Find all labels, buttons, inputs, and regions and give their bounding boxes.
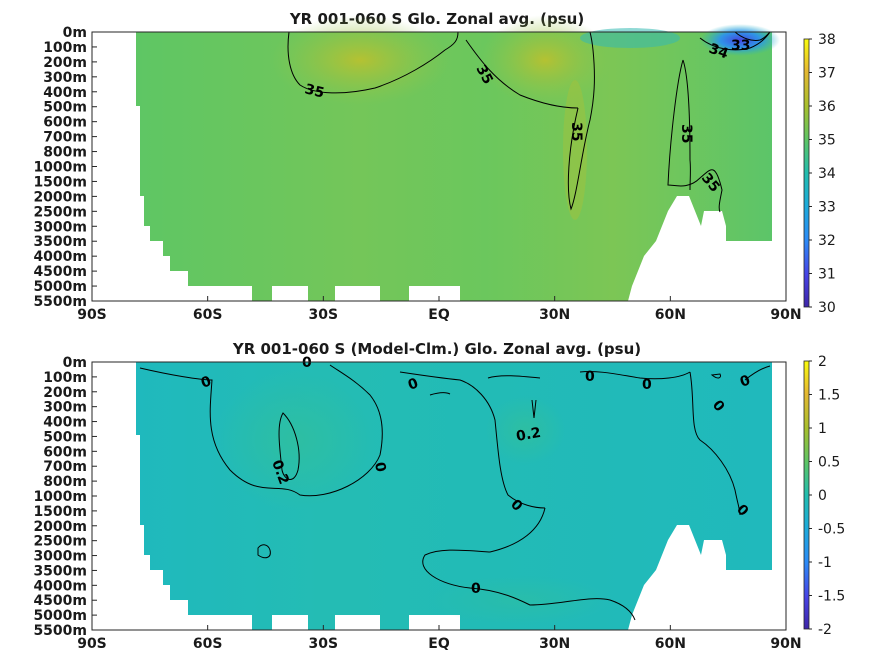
contour-label: 0.2 [515, 425, 542, 445]
y-tick-label: 0m [63, 355, 87, 371]
panel-top-field [136, 15, 780, 301]
panel-top-x-axis: 90S 60S 30S EQ 30N 60N 90N [77, 296, 802, 323]
y-tick-label: 500m [43, 100, 87, 116]
contour-label: 0 [585, 369, 595, 385]
y-tick-label: 3500m [33, 563, 87, 579]
y-tick-label: 4000m [33, 249, 87, 265]
contour-label: 34 [707, 41, 731, 63]
y-tick-label: 300m [43, 400, 87, 416]
colorbar-tick-label: 1 [818, 421, 827, 437]
x-tick-label: 30N [539, 636, 570, 652]
y-tick-label: 1000m [33, 489, 87, 505]
contour-label: 0 [302, 355, 312, 371]
colorbar-tick-label: 35 [818, 133, 836, 149]
y-tick-label: 800m [43, 474, 87, 490]
panel-top-contour-labels: 35 35 35 35 35 34 33 [303, 38, 750, 195]
y-tick-label: 400m [43, 85, 87, 101]
contour-label: 35 [568, 122, 584, 141]
panel-top-contours [287, 31, 771, 213]
panel-bottom-x-axis: 90S 60S 30S EQ 30N 60N 90N [77, 625, 802, 652]
y-tick-label: 5500m [33, 623, 87, 639]
panel-top: YR 001-060 S Glo. Zonal avg. (psu) 35 35… [33, 10, 835, 323]
x-tick-label: 30N [539, 307, 570, 323]
contour-label: 0 [642, 377, 652, 393]
colorbar-tick-label: 0.5 [818, 455, 840, 471]
panel-top-colorbar: 38 37 36 35 34 33 32 31 30 [803, 32, 836, 316]
y-tick-label: 1500m [33, 174, 87, 190]
x-tick-label: 30S [309, 307, 339, 323]
colorbar-tick-label: 1.5 [818, 388, 840, 404]
y-tick-label: 5000m [33, 279, 87, 295]
y-tick-label: 4000m [33, 578, 87, 594]
y-tick-label: 1500m [33, 504, 87, 520]
y-tick-label: 5000m [33, 608, 87, 624]
y-tick-label: 3000m [33, 219, 87, 235]
x-tick-label: 90S [77, 636, 107, 652]
x-tick-label: EQ [428, 636, 450, 652]
x-tick-label: 90N [770, 307, 801, 323]
contour-label: 33 [731, 38, 750, 54]
y-tick-label: 4500m [33, 264, 87, 280]
y-tick-label: 200m [43, 385, 87, 401]
y-tick-label: 300m [43, 70, 87, 86]
contour-label: 35 [303, 81, 326, 101]
y-tick-label: 2500m [33, 534, 87, 550]
colorbar-tick-label: 32 [818, 233, 836, 249]
y-tick-label: 2500m [33, 204, 87, 220]
contour-label: 0.2 [268, 458, 292, 487]
y-tick-label: 2000m [33, 189, 87, 205]
panel-bottom-field [136, 362, 772, 630]
colorbar-tick-label: 0 [818, 488, 827, 504]
y-tick-label: 4500m [33, 593, 87, 609]
contour-label: 0 [471, 581, 481, 597]
y-tick-label: 0m [63, 25, 87, 41]
x-tick-label: 60N [655, 307, 686, 323]
colorbar-tick-label: -2 [818, 622, 832, 638]
y-tick-label: 1000m [33, 160, 87, 176]
panel-bottom-colorbar: 2 1.5 1 0.5 0 -0.5 -1 -1.5 -2 [803, 354, 845, 638]
y-tick-label: 700m [43, 130, 87, 146]
x-tick-label: 60S [193, 307, 223, 323]
colorbar-tick-label: 34 [818, 166, 836, 182]
y-tick-label: 500m [43, 429, 87, 445]
y-tick-label: 3000m [33, 549, 87, 565]
x-tick-label: 90S [77, 307, 107, 323]
y-tick-label: 100m [43, 40, 87, 56]
panel-top-y-axis: 0m100m200m300m400m500m600m700m800m1000m1… [33, 25, 97, 310]
x-tick-label: 60S [193, 636, 223, 652]
colorbar-tick-label: 37 [818, 66, 836, 82]
y-tick-label: 700m [43, 459, 87, 475]
y-tick-label: 200m [43, 55, 87, 71]
contour-label: 35 [678, 124, 694, 143]
y-tick-label: 5500m [33, 294, 87, 310]
panel-bottom-contours [139, 364, 771, 621]
x-tick-label: 90N [770, 636, 801, 652]
y-tick-label: 600m [43, 115, 87, 131]
x-tick-label: 30S [309, 636, 339, 652]
colorbar-tick-label: 2 [818, 354, 827, 370]
colorbar-tick-label: 38 [818, 32, 836, 48]
x-tick-label: EQ [428, 307, 450, 323]
y-tick-label: 100m [43, 370, 87, 386]
colorbar-tick-label: -0.5 [818, 522, 845, 538]
colorbar-tick-label: 33 [818, 200, 836, 216]
colorbar-tick-label: 36 [818, 99, 836, 115]
panel-bottom: YR 001-060 S (Model-Clm.) Glo. Zonal avg… [33, 340, 845, 652]
colorbar-tick-label: 30 [818, 300, 836, 316]
y-tick-label: 2000m [33, 519, 87, 535]
x-tick-label: 60N [655, 636, 686, 652]
contour-label: 0 [371, 461, 388, 474]
colorbar-tick-label: 31 [818, 267, 836, 283]
y-tick-label: 600m [43, 444, 87, 460]
y-tick-label: 400m [43, 415, 87, 431]
colorbar-tick-label: -1.5 [818, 589, 845, 605]
colorbar-tick-label: -1 [818, 555, 832, 571]
y-tick-label: 3500m [33, 234, 87, 250]
panel-bottom-y-axis: 0m100m200m300m400m500m600m700m800m1000m1… [33, 355, 97, 639]
panel-bottom-title: YR 001-060 S (Model-Clm.) Glo. Zonal avg… [232, 340, 641, 358]
y-tick-label: 800m [43, 145, 87, 161]
